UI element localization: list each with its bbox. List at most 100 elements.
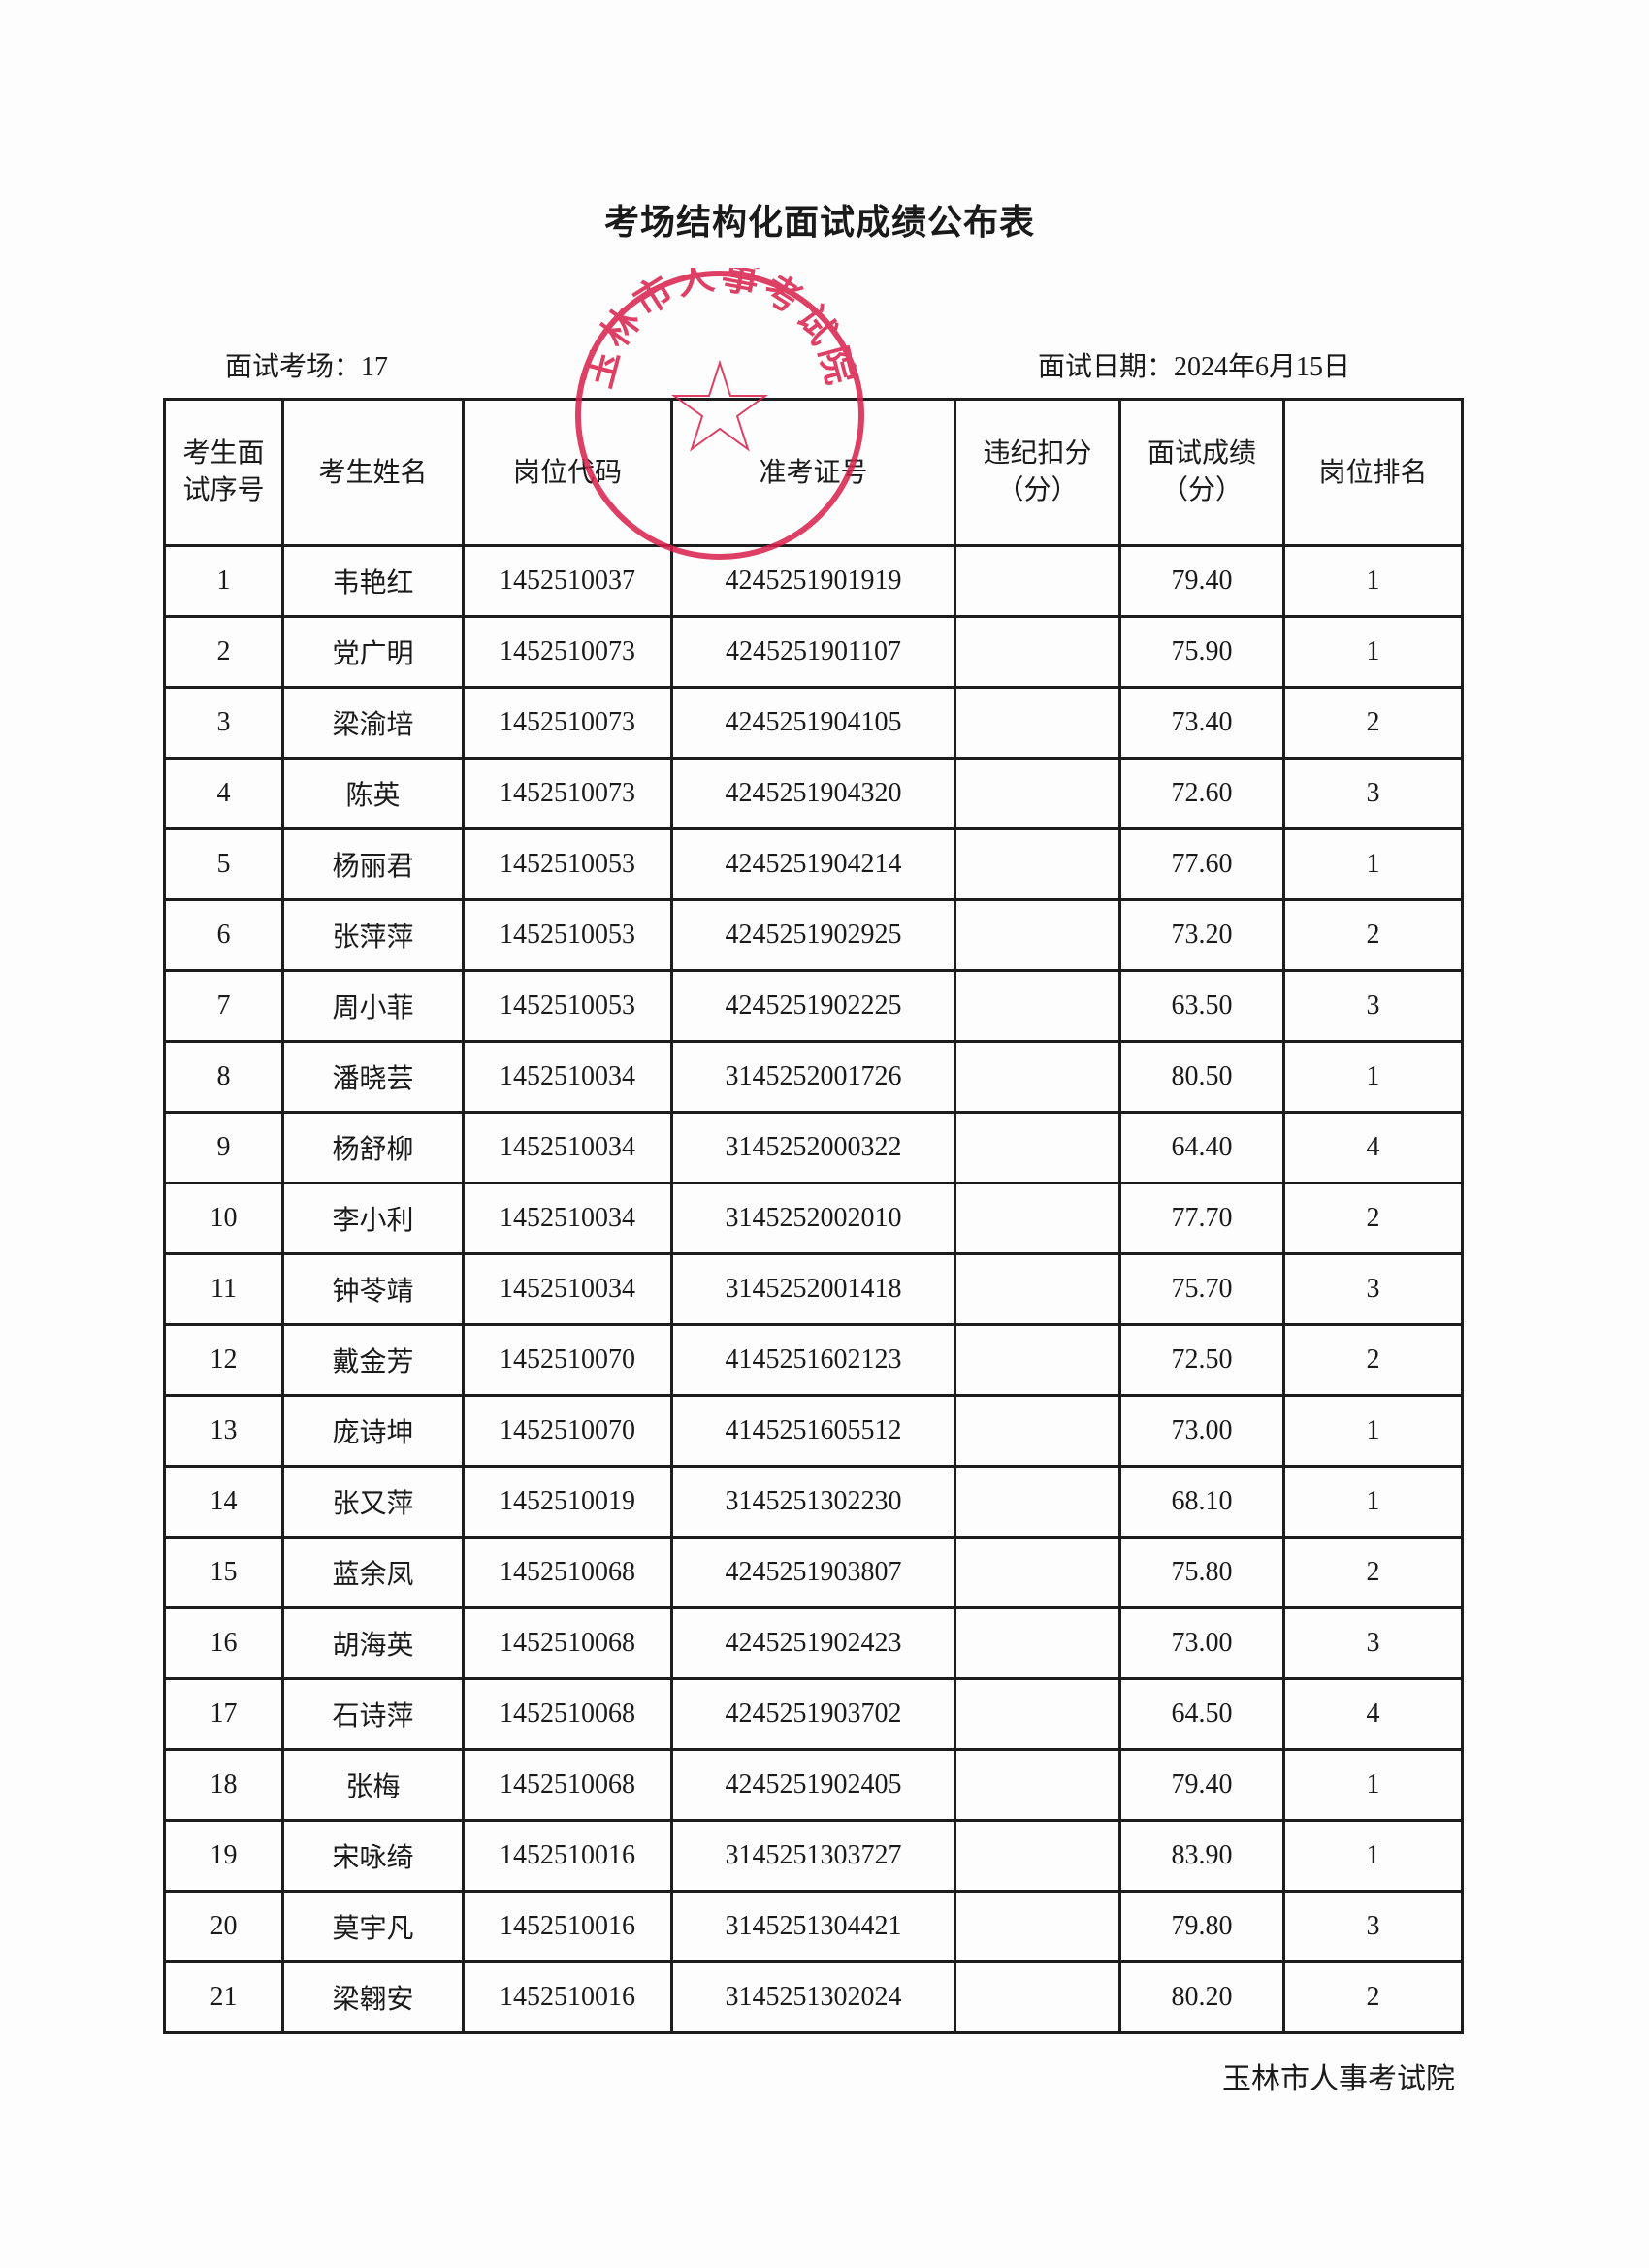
table-cell: 1452510053 bbox=[462, 827, 673, 901]
table-cell bbox=[954, 1111, 1121, 1184]
table-cell bbox=[954, 1040, 1121, 1114]
table-cell: 73.20 bbox=[1118, 898, 1285, 972]
table-cell: 1452510073 bbox=[462, 615, 673, 689]
table-cell: 1452510070 bbox=[462, 1394, 673, 1468]
table-row: 18 张梅 1452510068 4245251902405 79.40 1 bbox=[163, 1748, 1464, 1822]
table-cell bbox=[954, 544, 1121, 618]
table-cell: 75.90 bbox=[1118, 615, 1285, 689]
table-cell: 梁渝培 bbox=[281, 686, 465, 760]
table-row: 5 杨丽君 1452510053 4245251904214 77.60 1 bbox=[163, 827, 1464, 901]
table-cell: 68.10 bbox=[1118, 1465, 1285, 1539]
table-cell: 1452510073 bbox=[462, 757, 673, 830]
table-cell: 79.40 bbox=[1118, 1748, 1285, 1822]
table-cell: 1 bbox=[1282, 615, 1464, 689]
column-header: 考生面试序号 bbox=[163, 398, 284, 547]
table-cell: 4245251902925 bbox=[670, 898, 956, 972]
table-cell: 77.70 bbox=[1118, 1182, 1285, 1255]
table-cell: 4245251901107 bbox=[670, 615, 956, 689]
table-cell: 3 bbox=[1282, 1890, 1464, 1963]
column-header: 岗位排名 bbox=[1282, 398, 1464, 547]
table-row: 21 梁翱安 1452510016 3145251302024 80.20 2 bbox=[163, 1960, 1464, 2034]
table-cell: 15 bbox=[163, 1536, 284, 1609]
table-cell: 胡海英 bbox=[281, 1606, 465, 1680]
table-cell: 73.00 bbox=[1118, 1394, 1285, 1468]
table-row: 11 钟苓靖 1452510034 3145252001418 75.70 3 bbox=[163, 1252, 1464, 1326]
table-cell: 梁翱安 bbox=[281, 1960, 465, 2034]
column-header: 准考证号 bbox=[670, 398, 956, 547]
table-cell bbox=[954, 827, 1121, 901]
table-cell: 2 bbox=[1282, 898, 1464, 972]
table-row: 19 宋咏绮 1452510016 3145251303727 83.90 1 bbox=[163, 1819, 1464, 1893]
table-cell: 5 bbox=[163, 827, 284, 901]
table-cell: 12 bbox=[163, 1323, 284, 1397]
table-cell: 73.40 bbox=[1118, 686, 1285, 760]
table-cell: 4 bbox=[1282, 1111, 1464, 1184]
table-cell: 1 bbox=[163, 544, 284, 618]
exam-room: 面试考场：17 bbox=[225, 352, 389, 382]
table-cell: 1 bbox=[1282, 1819, 1464, 1893]
column-header-label: 岗位代码 bbox=[512, 457, 622, 488]
table-cell: 1452510068 bbox=[462, 1606, 673, 1680]
table-cell: 1452510034 bbox=[462, 1040, 673, 1114]
table-cell: 80.50 bbox=[1118, 1040, 1285, 1114]
table-cell bbox=[954, 1748, 1121, 1822]
table-cell: 16 bbox=[163, 1606, 284, 1680]
table-row: 3 梁渝培 1452510073 4245251904105 73.40 2 bbox=[163, 686, 1464, 760]
table-row: 10 李小利 1452510034 3145252002010 77.70 2 bbox=[163, 1182, 1464, 1255]
table-cell: 3145251303727 bbox=[670, 1819, 956, 1893]
table-cell: 4245251904214 bbox=[670, 827, 956, 901]
table-cell: 2 bbox=[1282, 1323, 1464, 1397]
table-cell: 3 bbox=[1282, 757, 1464, 830]
table-cell: 1452510034 bbox=[462, 1182, 673, 1255]
column-header: 岗位代码 bbox=[462, 398, 673, 547]
table-row: 13 庞诗坤 1452510070 4145251605512 73.00 1 bbox=[163, 1394, 1464, 1468]
page-title: 考场结构化面试成绩公布表 bbox=[603, 203, 1035, 242]
table-cell: 1 bbox=[1282, 1394, 1464, 1468]
table-cell: 4 bbox=[1282, 1677, 1464, 1751]
table-cell: 1452510016 bbox=[462, 1819, 673, 1893]
table-cell bbox=[954, 1890, 1121, 1963]
table-cell: 4245251902405 bbox=[670, 1748, 956, 1822]
table-cell: 9 bbox=[163, 1111, 284, 1184]
table-cell: 石诗萍 bbox=[281, 1677, 465, 1751]
table-cell: 1452510016 bbox=[462, 1960, 673, 2034]
column-header-label: 准考证号 bbox=[759, 457, 868, 488]
table-cell: 3145252001418 bbox=[670, 1252, 956, 1326]
table-cell: 莫宇凡 bbox=[281, 1890, 465, 1963]
table-cell: 4245251903807 bbox=[670, 1536, 956, 1609]
table-cell: 1452510068 bbox=[462, 1536, 673, 1609]
table-cell: 3145252000322 bbox=[670, 1111, 956, 1184]
table-cell bbox=[954, 1465, 1121, 1539]
table-cell bbox=[954, 969, 1121, 1043]
table-cell bbox=[954, 1677, 1121, 1751]
table-cell: 1452510019 bbox=[462, 1465, 673, 1539]
table-cell: 1452510068 bbox=[462, 1677, 673, 1751]
table-cell: 4245251904320 bbox=[670, 757, 956, 830]
table-cell: 1452510034 bbox=[462, 1111, 673, 1184]
table-cell: 11 bbox=[163, 1252, 284, 1326]
table-cell: 2 bbox=[1282, 1960, 1464, 2034]
table-cell: 64.50 bbox=[1118, 1677, 1285, 1751]
table-cell: 杨舒柳 bbox=[281, 1111, 465, 1184]
table-cell: 10 bbox=[163, 1182, 284, 1255]
table-cell bbox=[954, 1323, 1121, 1397]
table-cell: 4245251902423 bbox=[670, 1606, 956, 1680]
table-row: 14 张又萍 1452510019 3145251302230 68.10 1 bbox=[163, 1465, 1464, 1539]
table-cell: 4245251902225 bbox=[670, 969, 956, 1043]
table-cell: 6 bbox=[163, 898, 284, 972]
table-cell bbox=[954, 1819, 1121, 1893]
table-row: 15 蓝余凤 1452510068 4245251903807 75.80 2 bbox=[163, 1536, 1464, 1609]
table-cell: 13 bbox=[163, 1394, 284, 1468]
table-cell: 1452510070 bbox=[462, 1323, 673, 1397]
table-cell: 77.60 bbox=[1118, 827, 1285, 901]
table-cell: 1 bbox=[1282, 544, 1464, 618]
table-row: 2 党广明 1452510073 4245251901107 75.90 1 bbox=[163, 615, 1464, 689]
table-cell: 3145251302230 bbox=[670, 1465, 956, 1539]
table-cell: 19 bbox=[163, 1819, 284, 1893]
table-row: 8 潘晓芸 1452510034 3145252001726 80.50 1 bbox=[163, 1040, 1464, 1114]
issuer-footer: 玉林市人事考试院 bbox=[1222, 2063, 1455, 2095]
table-cell bbox=[954, 757, 1121, 830]
column-header-label: 考生面试序号 bbox=[182, 438, 265, 505]
column-header: 考生姓名 bbox=[281, 398, 465, 547]
table-cell bbox=[954, 615, 1121, 689]
